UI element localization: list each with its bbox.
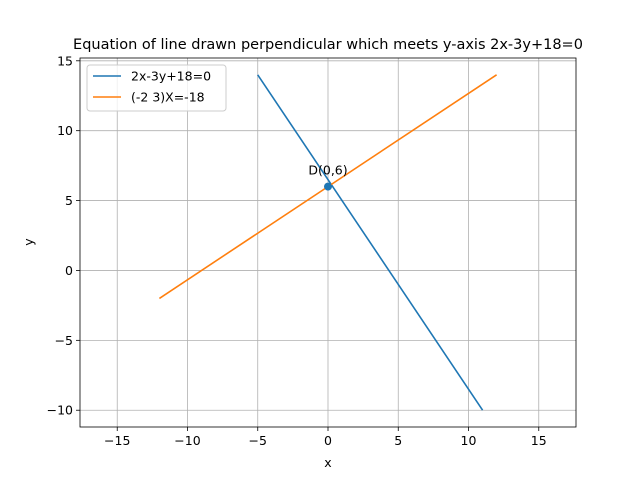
y-tick-label: 10 xyxy=(57,123,73,138)
legend: 2x-3y+18=0 (-2 3)X=-18 xyxy=(86,64,227,112)
point-marker xyxy=(324,182,332,191)
x-tick-label: 0 xyxy=(324,433,332,448)
point-annotation: D(0,6) xyxy=(308,163,347,178)
series-line xyxy=(257,74,484,411)
y-axis-label: y xyxy=(21,238,36,246)
y-tick-label: 15 xyxy=(57,53,73,68)
legend-label: (-2 3)X=-18 xyxy=(131,90,205,105)
x-tick-label: −5 xyxy=(249,433,267,448)
legend-label: 2x-3y+18=0 xyxy=(131,69,211,84)
x-tick-label: −10 xyxy=(174,433,200,448)
y-tick-label: 0 xyxy=(65,263,73,278)
x-tick-label: 10 xyxy=(461,433,477,448)
highlight-points: D(0,6) xyxy=(308,163,348,191)
x-tick-label: 5 xyxy=(394,433,402,448)
x-tick-label: 15 xyxy=(531,433,547,448)
y-tick-label: 5 xyxy=(65,193,73,208)
ticks: −15 −10 −5 0 5 10 15 −10 −5 0 5 10 15 xyxy=(47,53,547,448)
legend-box xyxy=(86,64,227,112)
x-tick-label: −15 xyxy=(104,433,130,448)
grid xyxy=(80,58,576,427)
y-tick-label: −5 xyxy=(55,333,73,348)
y-tick-label: −10 xyxy=(47,403,73,418)
x-axis-label: x xyxy=(324,455,331,470)
chart-title: Equation of line drawn perpendicular whi… xyxy=(73,37,583,53)
